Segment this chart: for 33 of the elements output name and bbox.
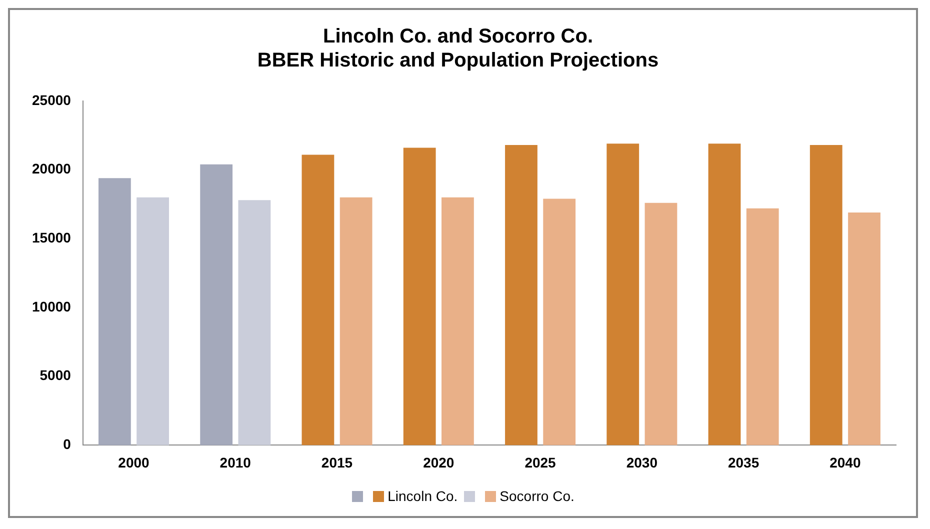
x-tick-label: 2000: [118, 454, 150, 470]
bar: [442, 197, 474, 446]
bar: [200, 164, 233, 446]
x-tick-label: 2035: [728, 454, 760, 470]
bar: [746, 208, 779, 446]
y-tick-label: 0: [63, 436, 72, 452]
bar: [606, 144, 640, 446]
y-tick-label: 20000: [32, 160, 72, 177]
bar: [708, 144, 741, 446]
x-tick-label: 2015: [321, 454, 353, 470]
x-tick-label: 2020: [423, 454, 454, 470]
y-tick-label: 10000: [32, 298, 72, 314]
bar: [340, 197, 372, 446]
x-tick-label: 2030: [626, 454, 658, 470]
bar: [810, 145, 842, 446]
bar: [403, 148, 436, 446]
bar: [98, 178, 131, 446]
x-tick-label: 2040: [830, 454, 861, 470]
y-tick-label: 15000: [32, 230, 72, 246]
y-tick-label: 25000: [32, 92, 72, 108]
bar: [238, 200, 271, 446]
legend-label: Lincoln Co.: [388, 488, 458, 504]
bar: [136, 197, 169, 446]
legend-label: Socorro Co.: [500, 488, 574, 504]
bar: [644, 202, 678, 446]
bar: [848, 212, 880, 446]
chart-title: Lincoln Co. and Socorro Co. BBER Historic and Population Projections: [257, 26, 659, 72]
x-tick-label: 2010: [220, 454, 252, 470]
bar: [543, 198, 576, 446]
bar: [505, 145, 538, 446]
bar: [302, 154, 334, 446]
x-tick-label: 2025: [524, 454, 556, 470]
y-tick-label: 5000: [40, 367, 72, 384]
